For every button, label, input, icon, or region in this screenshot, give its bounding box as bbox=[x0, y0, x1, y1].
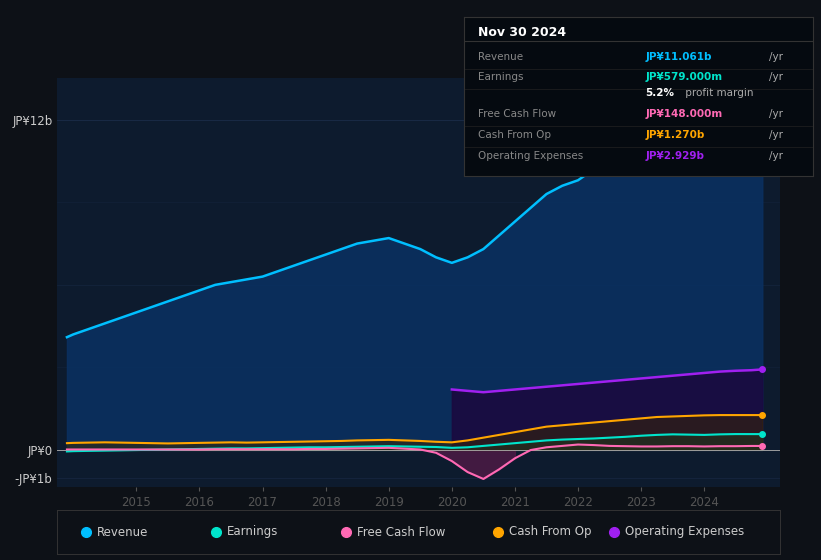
Text: JP¥579.000m: JP¥579.000m bbox=[645, 72, 722, 82]
Text: Revenue: Revenue bbox=[478, 52, 523, 62]
Text: /yr: /yr bbox=[769, 72, 783, 82]
Text: Cash From Op: Cash From Op bbox=[509, 525, 591, 539]
Text: Operating Expenses: Operating Expenses bbox=[478, 151, 583, 161]
Text: Earnings: Earnings bbox=[227, 525, 278, 539]
Text: /yr: /yr bbox=[769, 130, 783, 140]
Text: 5.2%: 5.2% bbox=[645, 88, 674, 99]
Text: Earnings: Earnings bbox=[478, 72, 523, 82]
Text: JP¥148.000m: JP¥148.000m bbox=[645, 109, 722, 119]
Text: Revenue: Revenue bbox=[97, 525, 149, 539]
Text: /yr: /yr bbox=[769, 151, 783, 161]
Text: Free Cash Flow: Free Cash Flow bbox=[478, 109, 556, 119]
Text: profit margin: profit margin bbox=[682, 88, 754, 99]
Text: /yr: /yr bbox=[769, 52, 783, 62]
Text: Free Cash Flow: Free Cash Flow bbox=[357, 525, 446, 539]
Text: Operating Expenses: Operating Expenses bbox=[625, 525, 744, 539]
Text: JP¥2.929b: JP¥2.929b bbox=[645, 151, 704, 161]
Text: Cash From Op: Cash From Op bbox=[478, 130, 551, 140]
Text: /yr: /yr bbox=[769, 109, 783, 119]
Text: JP¥11.061b: JP¥11.061b bbox=[645, 52, 712, 62]
Text: Nov 30 2024: Nov 30 2024 bbox=[478, 26, 566, 39]
Text: JP¥1.270b: JP¥1.270b bbox=[645, 130, 704, 140]
